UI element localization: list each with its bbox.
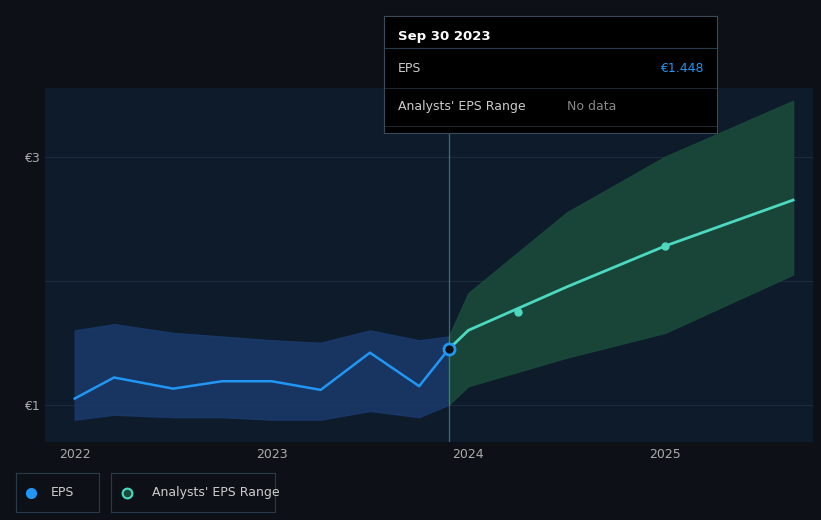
- Text: Analysts Forecasts: Analysts Forecasts: [465, 107, 580, 120]
- Text: €1.448: €1.448: [660, 62, 704, 75]
- Text: Analysts' EPS Range: Analysts' EPS Range: [152, 486, 279, 499]
- Text: Sep 30 2023: Sep 30 2023: [397, 30, 490, 43]
- Text: EPS: EPS: [51, 486, 74, 499]
- Text: EPS: EPS: [397, 62, 421, 75]
- Text: Actual: Actual: [401, 107, 441, 120]
- Text: Analysts' EPS Range: Analysts' EPS Range: [397, 100, 525, 113]
- Text: No data: No data: [567, 100, 617, 113]
